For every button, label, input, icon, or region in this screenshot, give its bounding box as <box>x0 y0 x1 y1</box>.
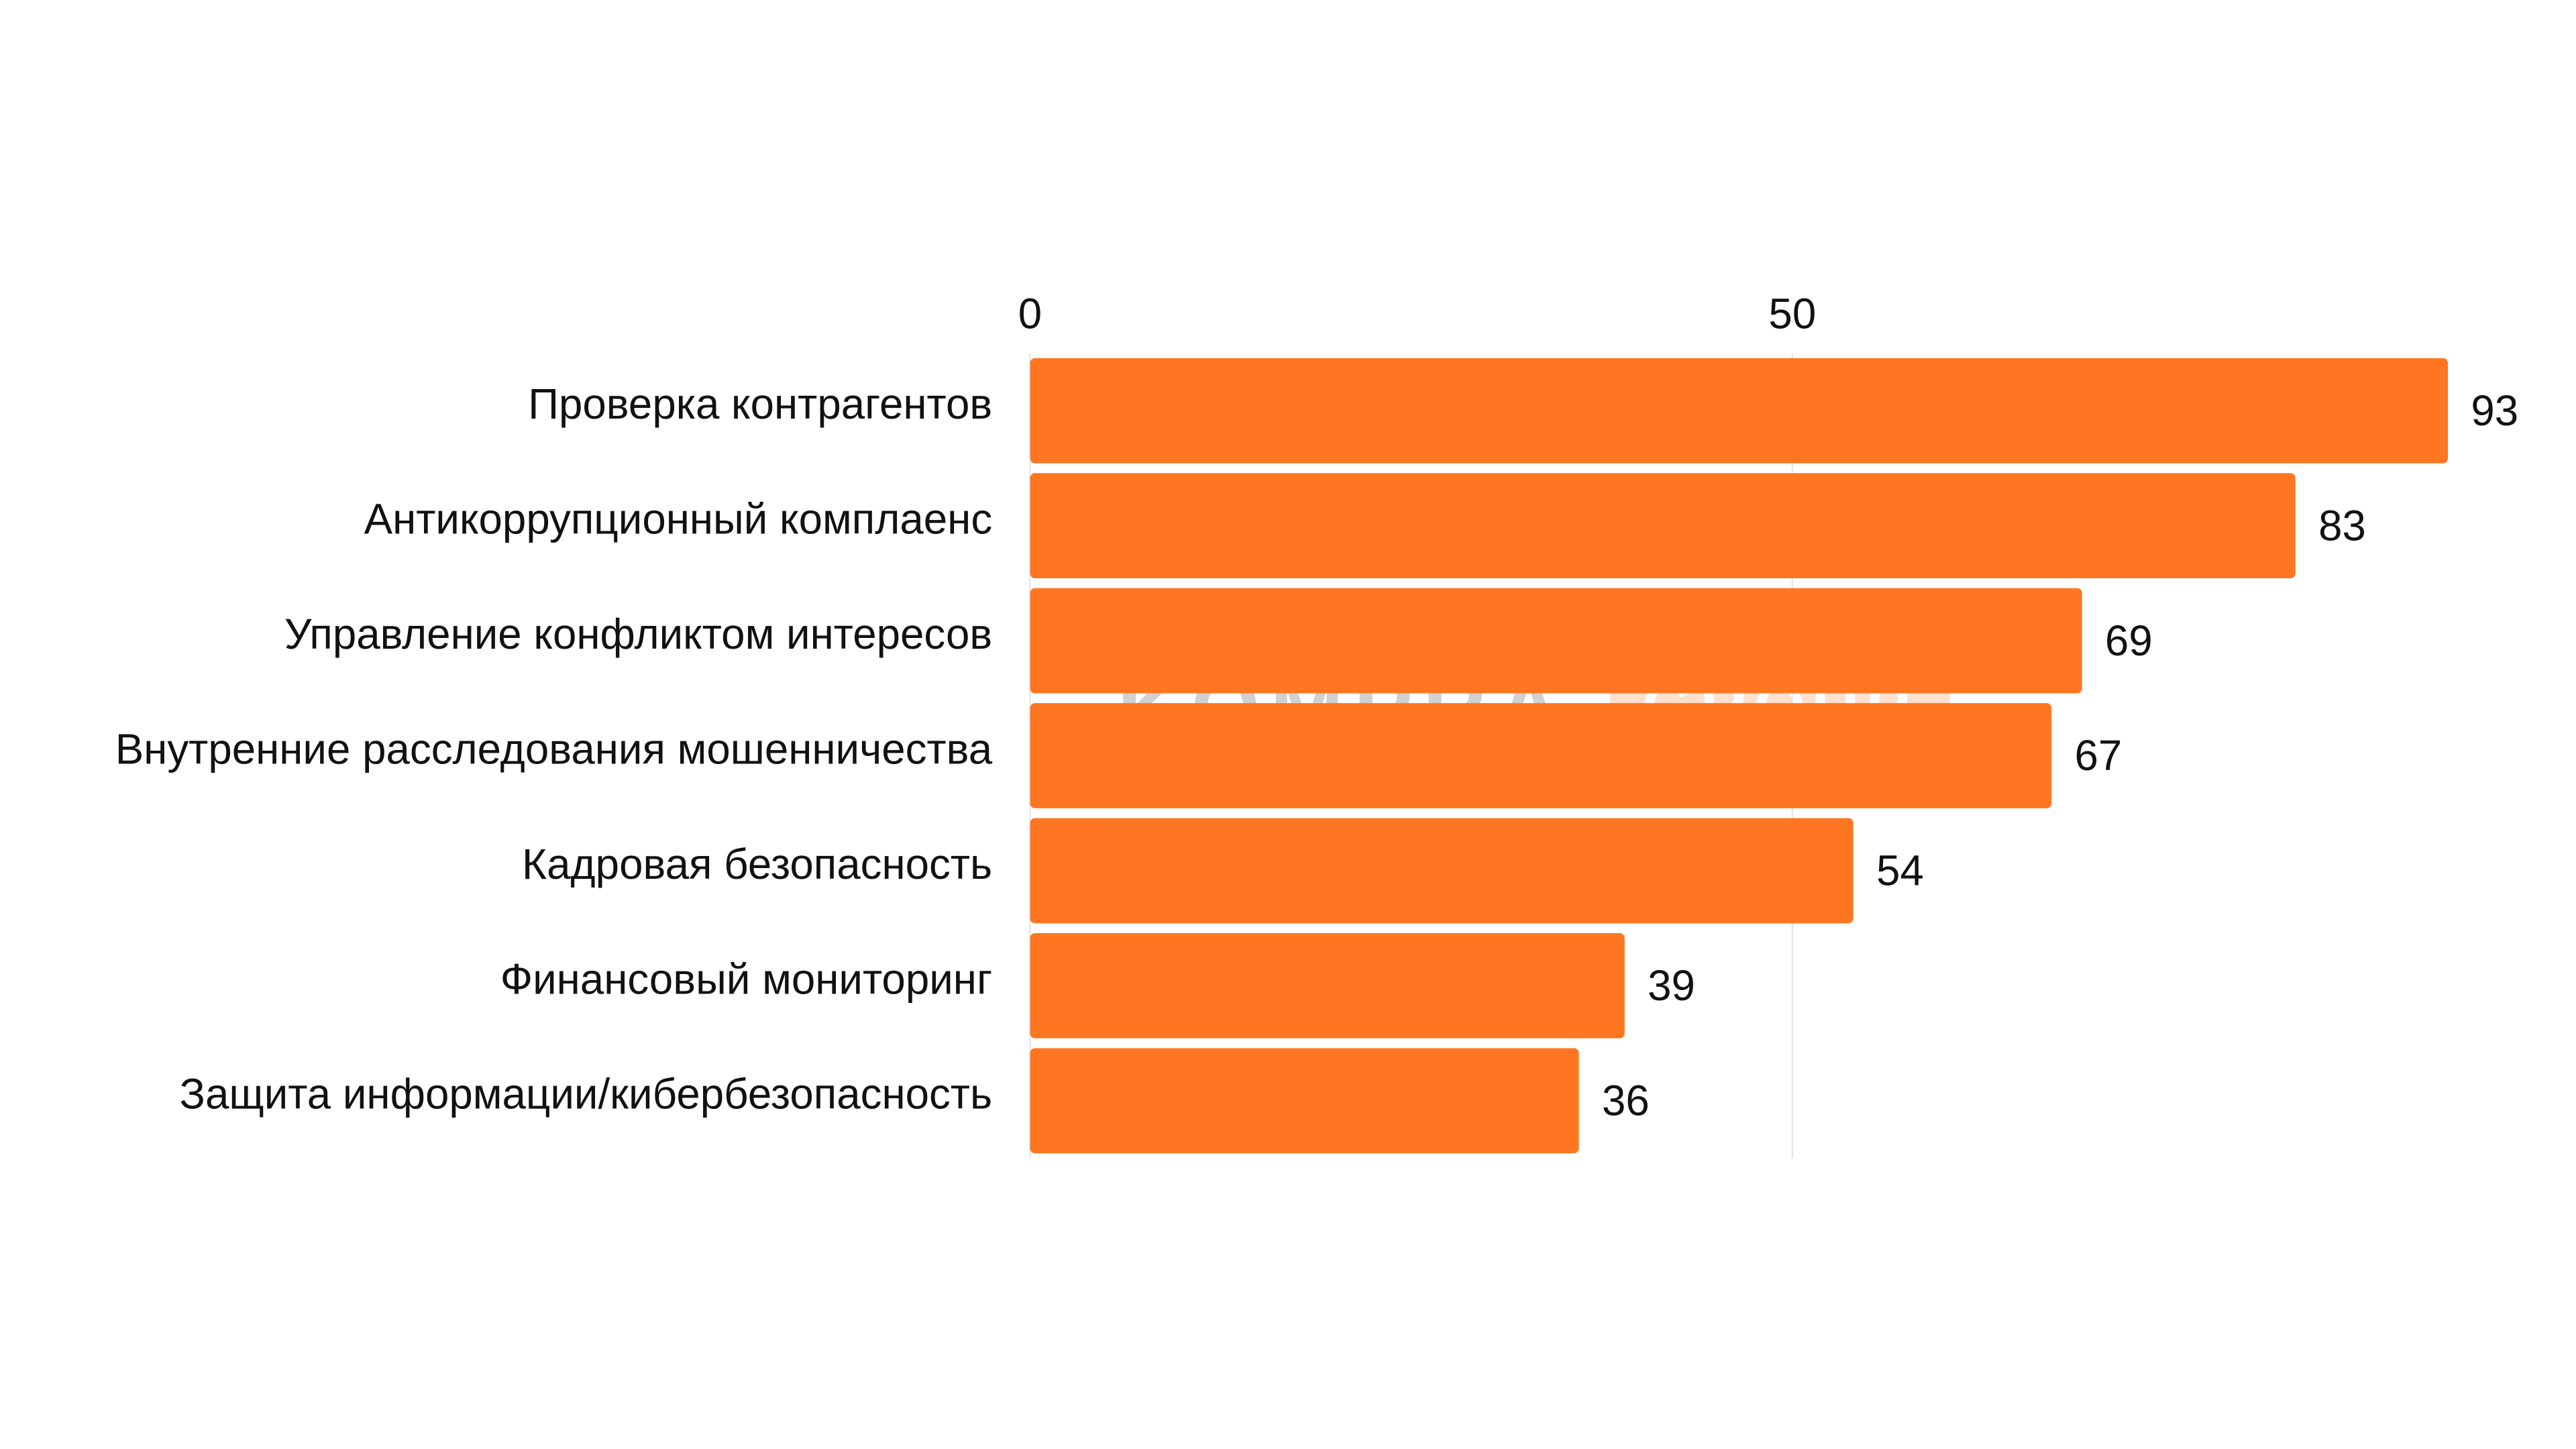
y-tick-label: Антикоррупционный комплаенс <box>364 496 993 543</box>
y-tick-label: Кадровая безопасность <box>522 841 992 888</box>
y-tick-label: Финансовый мониторинг <box>500 955 992 1003</box>
x-tick-label: 0 <box>1018 290 1042 337</box>
bar <box>1030 358 2449 464</box>
value-label: 39 <box>1648 962 1695 1010</box>
x-tick-label: 50 <box>1768 290 1816 337</box>
bar <box>1030 933 1625 1038</box>
bar <box>1030 588 2082 694</box>
value-label: 83 <box>2318 502 2366 549</box>
bar <box>1030 703 2052 808</box>
bar <box>1030 473 2296 579</box>
y-tick-label: Проверка контрагентов <box>528 380 992 428</box>
y-tick-label: Внутренние расследования мошенничества <box>115 725 993 773</box>
bar <box>1030 818 1854 924</box>
value-label: 36 <box>1602 1077 1650 1125</box>
bar <box>1030 1048 1579 1154</box>
value-label: 54 <box>1876 847 1924 895</box>
value-label: 93 <box>2471 387 2518 435</box>
value-label: 67 <box>2074 732 2122 780</box>
y-tick-label: Защита информации/кибербезопасность <box>180 1071 993 1118</box>
value-label: 69 <box>2105 617 2153 665</box>
y-tick-label: Управление конфликтом интересов <box>284 610 992 658</box>
